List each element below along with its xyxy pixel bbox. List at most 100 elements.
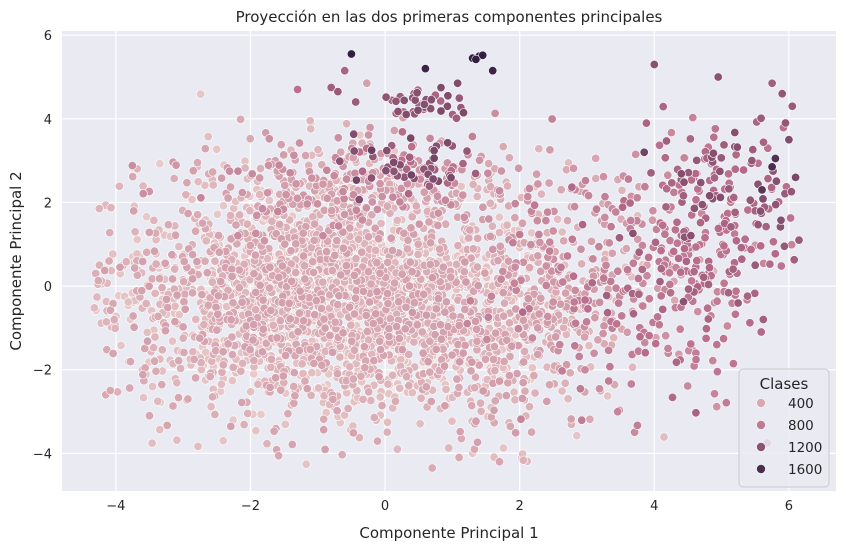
data-point <box>534 230 544 240</box>
data-point <box>365 297 375 307</box>
data-point <box>291 268 301 278</box>
data-point <box>750 260 760 270</box>
data-point <box>406 133 416 143</box>
data-point <box>512 369 522 379</box>
data-point <box>436 106 446 116</box>
data-point <box>504 318 514 328</box>
data-point <box>375 392 385 402</box>
data-point <box>618 202 628 212</box>
data-point <box>452 374 462 384</box>
data-point <box>436 320 446 330</box>
data-point <box>366 395 376 405</box>
data-point <box>429 153 439 163</box>
data-point <box>278 371 288 381</box>
data-point <box>658 220 668 230</box>
y-tick-label: 6 <box>44 29 52 44</box>
data-point <box>580 176 590 186</box>
data-point <box>285 168 295 178</box>
data-point <box>756 327 766 337</box>
data-point <box>349 146 359 156</box>
data-point <box>441 297 451 307</box>
data-point <box>700 233 710 243</box>
data-point <box>307 173 317 183</box>
data-point <box>543 207 553 217</box>
data-point <box>290 391 300 401</box>
data-point <box>306 390 316 400</box>
data-point <box>758 137 768 147</box>
data-point <box>614 233 624 243</box>
data-point <box>351 97 361 107</box>
data-point <box>199 320 209 330</box>
data-point <box>451 113 461 123</box>
data-point <box>377 401 387 411</box>
data-point <box>401 302 411 312</box>
data-point <box>200 144 210 154</box>
data-point <box>216 379 226 389</box>
data-point <box>485 231 495 241</box>
data-point <box>747 156 757 166</box>
data-point <box>617 185 627 195</box>
data-point <box>436 96 446 106</box>
data-point <box>172 378 182 388</box>
data-point <box>276 385 286 395</box>
data-point <box>628 258 638 268</box>
data-point <box>462 319 472 329</box>
data-point <box>264 134 274 144</box>
data-point <box>329 171 339 181</box>
data-point <box>226 315 236 325</box>
data-point <box>123 297 133 307</box>
data-point <box>439 361 449 371</box>
data-point <box>510 262 520 272</box>
data-point <box>302 384 312 394</box>
data-point <box>426 104 436 114</box>
legend: Clases 400 800 1200 1600 <box>738 368 830 488</box>
data-point <box>266 362 276 372</box>
data-point <box>280 419 290 429</box>
data-point <box>547 114 557 124</box>
data-point <box>306 124 316 134</box>
data-point <box>407 307 417 317</box>
data-point <box>489 405 499 415</box>
data-point <box>650 237 660 247</box>
data-point <box>327 206 337 216</box>
data-point <box>281 350 291 360</box>
data-point <box>361 310 371 320</box>
y-tick-label: 2 <box>44 196 52 211</box>
data-point <box>767 183 777 193</box>
data-point <box>633 273 643 283</box>
data-point <box>496 166 506 176</box>
data-point <box>502 220 512 230</box>
data-point <box>509 278 519 288</box>
data-point <box>311 296 321 306</box>
data-point <box>330 250 340 260</box>
data-point <box>431 344 441 354</box>
x-tick-labels: −4 −2 0 2 4 6 <box>106 499 793 514</box>
data-point <box>346 320 356 330</box>
data-point <box>745 318 755 328</box>
data-point <box>541 261 551 271</box>
legend-marker <box>756 464 766 474</box>
data-point <box>591 153 601 163</box>
data-point <box>390 278 400 288</box>
data-point <box>338 187 348 197</box>
data-point <box>328 394 338 404</box>
data-point <box>265 262 275 272</box>
data-point <box>553 214 563 224</box>
data-point <box>108 348 118 358</box>
data-point <box>349 345 359 355</box>
data-point <box>510 395 520 405</box>
data-point <box>213 309 223 319</box>
data-point <box>613 266 623 276</box>
data-point <box>561 288 571 298</box>
data-point <box>471 169 481 179</box>
data-point <box>719 334 729 344</box>
data-point <box>394 333 404 343</box>
data-point <box>298 228 308 238</box>
data-point <box>556 262 566 272</box>
data-point <box>551 332 561 342</box>
data-point <box>634 289 644 299</box>
data-point <box>268 320 278 330</box>
data-point <box>433 294 443 304</box>
data-point <box>191 373 201 383</box>
data-point <box>105 228 115 238</box>
